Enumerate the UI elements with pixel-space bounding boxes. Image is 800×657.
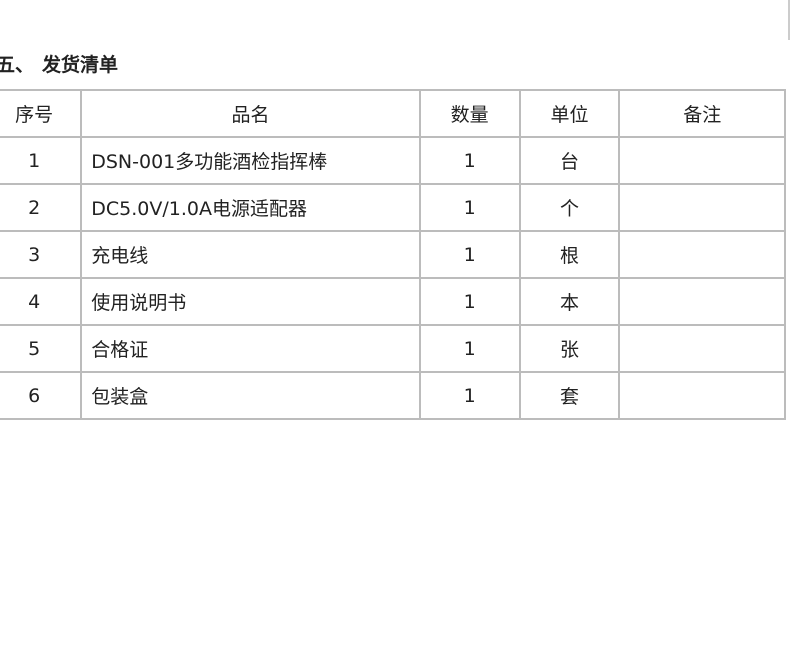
table-cell: 1 bbox=[418, 183, 521, 232]
table-row: 3 充电线 1 根 bbox=[0, 230, 786, 279]
column-header: 品名 bbox=[80, 89, 421, 138]
table-cell: 4 bbox=[0, 277, 83, 326]
table-cell bbox=[618, 136, 786, 185]
table-cell bbox=[618, 277, 786, 326]
table-cell bbox=[618, 183, 786, 232]
table-cell: 包装盒 bbox=[80, 371, 421, 420]
table-row: 1 DSN-001多功能酒检指挥棒 1 台 bbox=[0, 136, 786, 185]
edge-line bbox=[788, 0, 790, 40]
table-cell: 充电线 bbox=[80, 230, 421, 279]
table-cell: 1 bbox=[418, 371, 521, 420]
column-header: 单位 bbox=[518, 89, 621, 138]
table-cell: 2 bbox=[0, 183, 83, 232]
table-cell bbox=[618, 324, 786, 373]
section-heading: 五、 发货清单 bbox=[0, 50, 118, 77]
column-header: 序号 bbox=[0, 89, 83, 138]
table-cell: 1 bbox=[418, 324, 521, 373]
table-cell: 合格证 bbox=[80, 324, 421, 373]
table-cell: 3 bbox=[0, 230, 83, 279]
table-cell bbox=[618, 230, 786, 279]
table-cell: 本 bbox=[518, 277, 621, 326]
section-number: 五、 bbox=[0, 54, 35, 76]
header-row: 序号 品名 数量 单位 备注 bbox=[0, 89, 786, 138]
table-cell: 使用说明书 bbox=[80, 277, 421, 326]
table-cell: 套 bbox=[518, 371, 621, 420]
table-cell: 1 bbox=[418, 277, 521, 326]
shipping-list-table: 序号 品名 数量 单位 备注 1 DSN-001多功能酒检指挥棒 1 台 2 DC5.0V/1.0A… bbox=[0, 89, 786, 420]
table-cell: 1 bbox=[0, 136, 83, 185]
table-cell bbox=[618, 371, 786, 420]
column-header: 数量 bbox=[418, 89, 521, 138]
table-row: 6 包装盒 1 套 bbox=[0, 371, 786, 420]
table-cell: 6 bbox=[0, 371, 83, 420]
table-cell: 张 bbox=[518, 324, 621, 373]
table-row: 2 DC5.0V/1.0A电源适配器 1 个 bbox=[0, 183, 786, 232]
table-cell: 1 bbox=[418, 230, 521, 279]
column-header: 备注 bbox=[618, 89, 786, 138]
table-cell: DC5.0V/1.0A电源适配器 bbox=[80, 183, 421, 232]
table-cell: 台 bbox=[518, 136, 621, 185]
table-row: 4 使用说明书 1 本 bbox=[0, 277, 786, 326]
table-cell: 根 bbox=[518, 230, 621, 279]
table-cell: DSN-001多功能酒检指挥棒 bbox=[80, 136, 421, 185]
table-cell: 5 bbox=[0, 324, 83, 373]
table-row: 5 合格证 1 张 bbox=[0, 324, 786, 373]
table-cell: 1 bbox=[418, 136, 521, 185]
table-cell: 个 bbox=[518, 183, 621, 232]
section-title: 发货清单 bbox=[42, 54, 119, 76]
